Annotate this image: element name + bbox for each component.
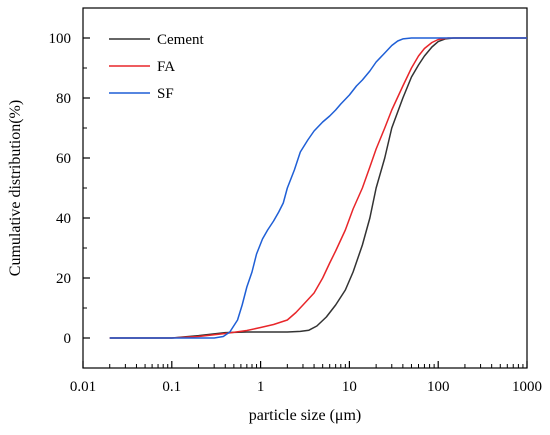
x-tick-label: 1000 <box>512 379 542 395</box>
legend-label: Cement <box>157 32 204 48</box>
x-axis-label: particle size (μm) <box>249 407 362 424</box>
legend-label: FA <box>157 59 175 75</box>
y-tick-label: 40 <box>56 211 71 227</box>
x-tick-label: 100 <box>427 379 450 395</box>
series-line-cement <box>109 37 527 339</box>
series-line-fa <box>109 37 527 339</box>
y-tick-label: 80 <box>56 91 71 107</box>
legend: Cement FA SF <box>109 32 204 102</box>
y-tick-label: 20 <box>56 271 71 287</box>
legend-label: SF <box>157 86 174 102</box>
y-tick-label: 100 <box>49 31 72 47</box>
y-tick-label: 0 <box>64 331 72 347</box>
x-tick-label: 10 <box>342 379 357 395</box>
x-tick-label: 1 <box>257 379 265 395</box>
plot-frame <box>82 7 528 369</box>
y-tick-label: 60 <box>56 151 71 167</box>
series-line-sf <box>109 37 527 339</box>
x-tick-label: 0.01 <box>70 379 96 395</box>
x-tick-label: 0.1 <box>162 379 181 395</box>
y-axis-ticks: 0 20 40 60 80 100 <box>49 7 90 369</box>
y-axis-label: Cumulative distribution(%) <box>7 100 24 276</box>
series-layer <box>109 37 527 339</box>
x-axis-ticks: 0.01 0.1 1 10 100 1000 <box>70 361 542 395</box>
